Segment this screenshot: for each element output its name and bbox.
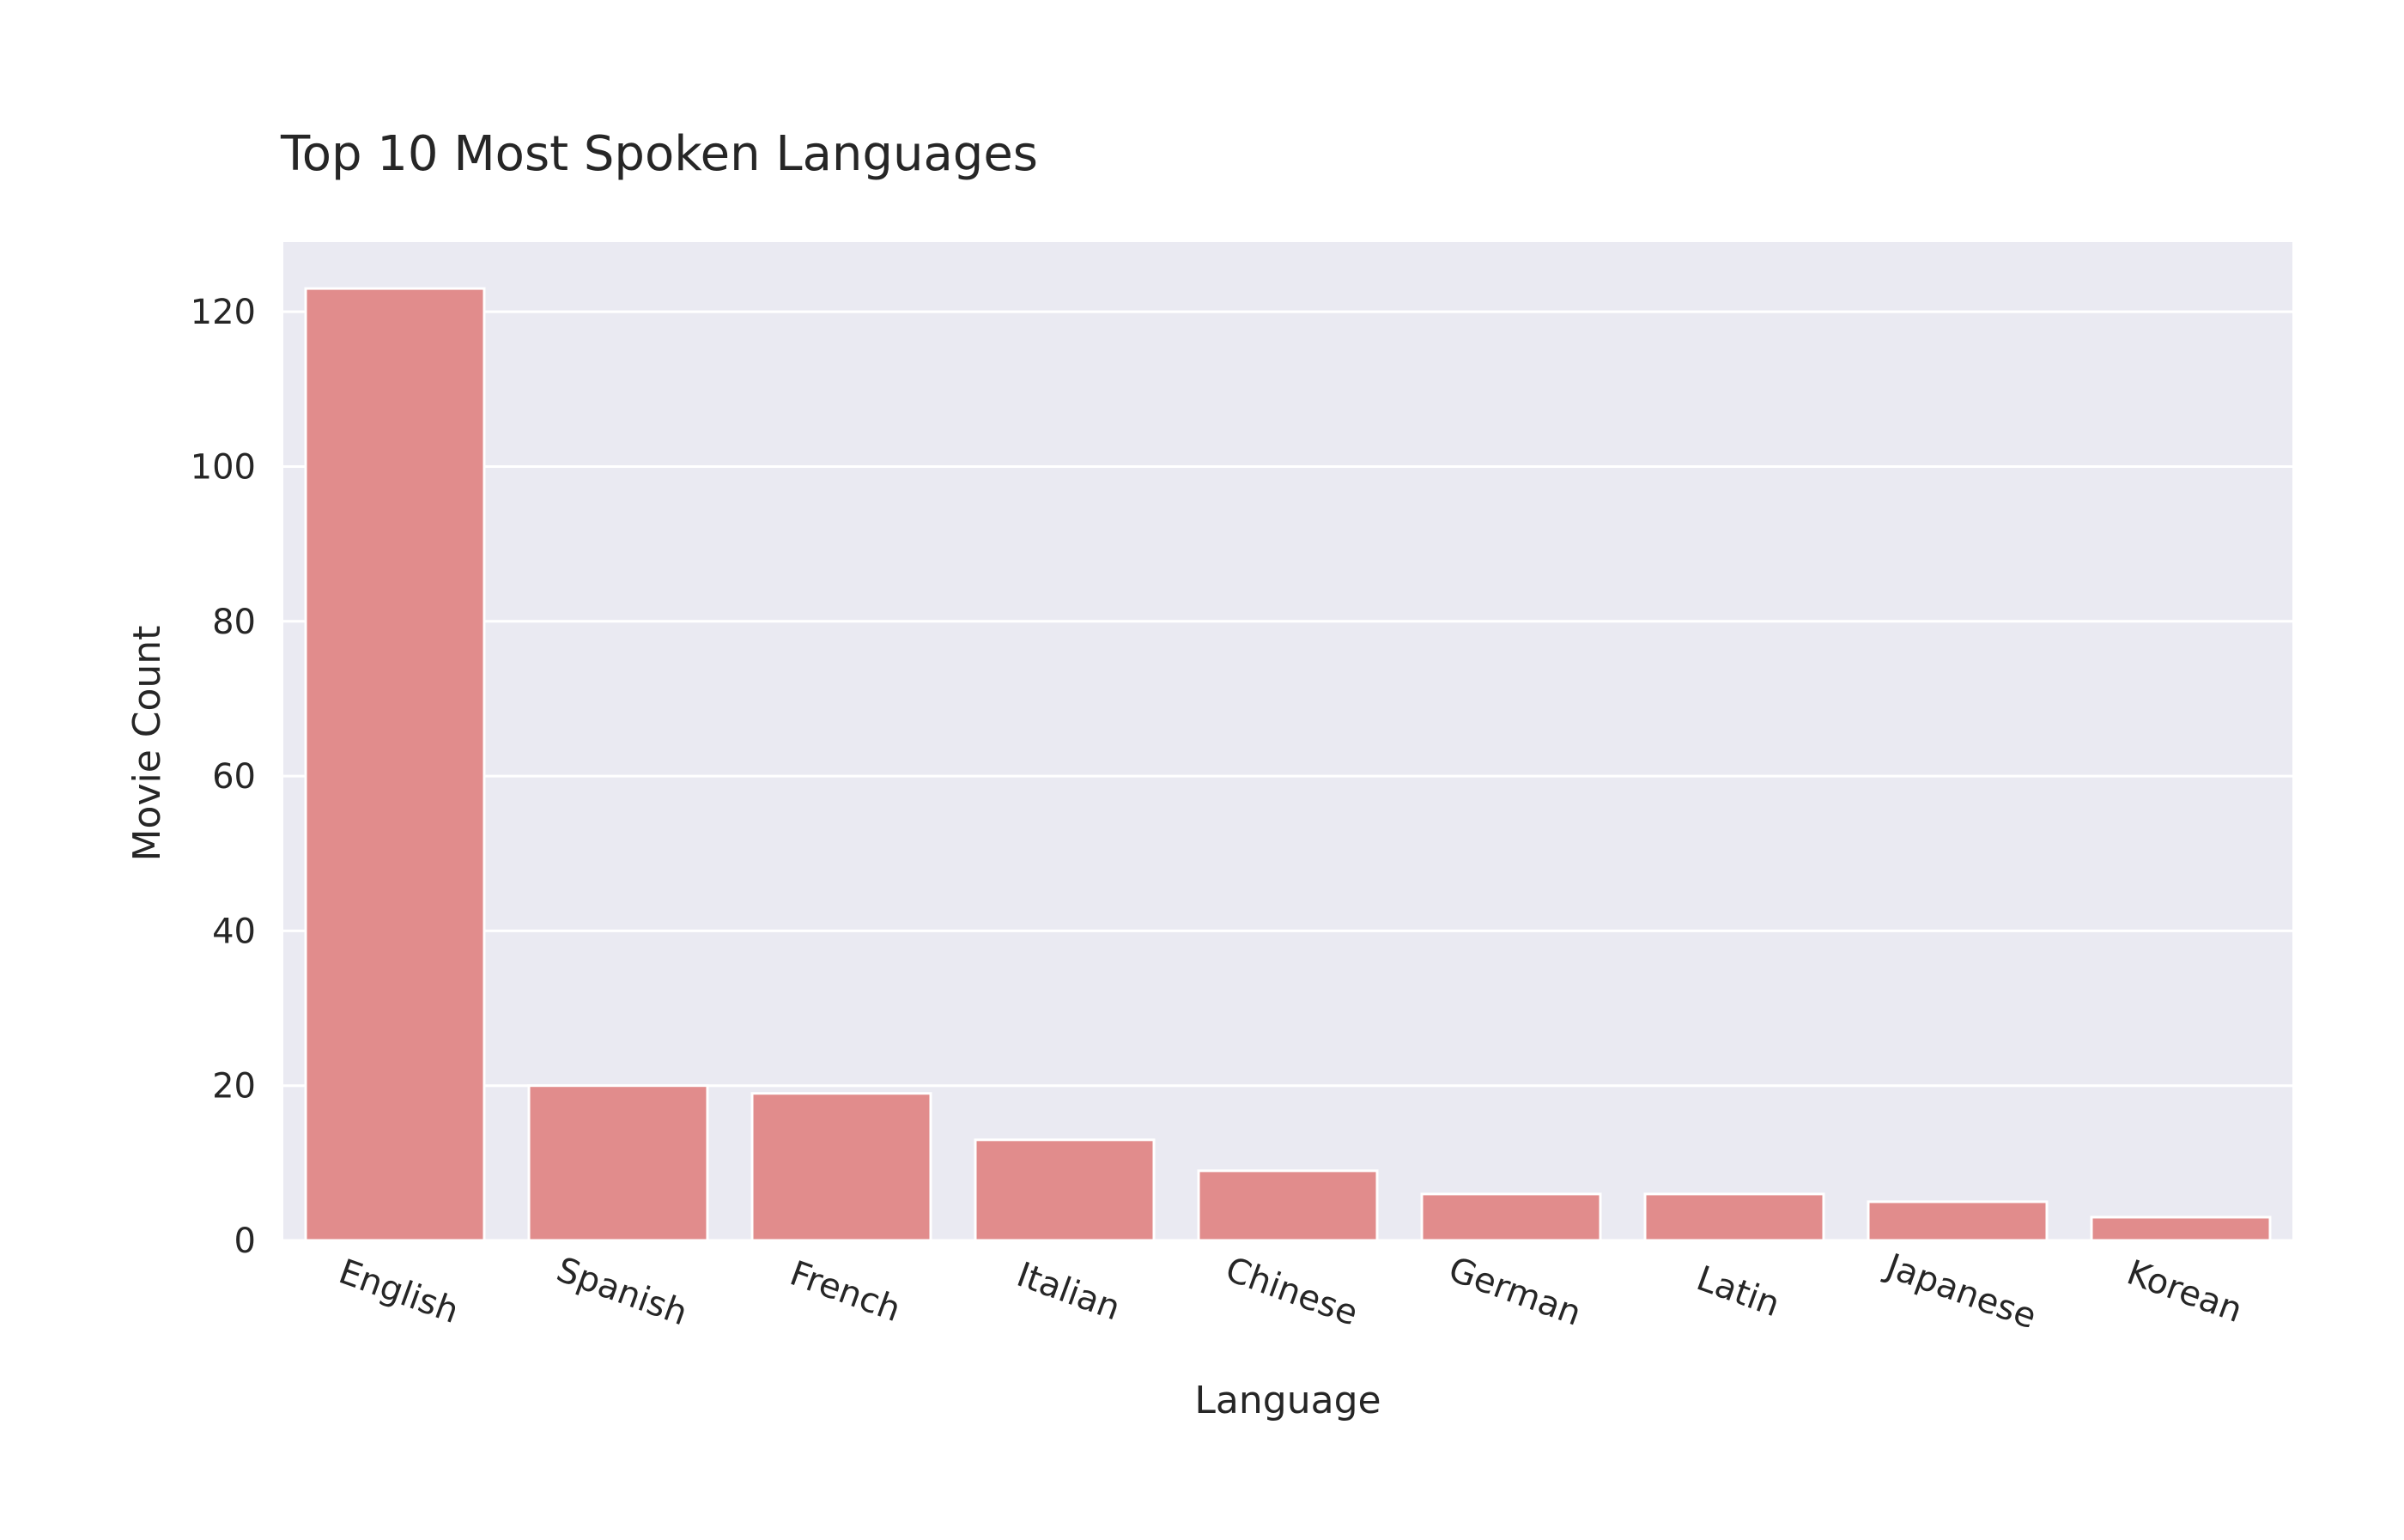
bar-japanese xyxy=(1867,1200,2049,1242)
y-tick-label: 40 xyxy=(212,912,256,951)
x-tick-label-italian: Italian xyxy=(1011,1255,1125,1329)
x-tick-label-japanese: Japanese xyxy=(1879,1246,2041,1337)
y-axis-label: Movie Count xyxy=(125,626,169,862)
bar-english xyxy=(304,287,486,1242)
bar-korean xyxy=(2090,1216,2272,1242)
bar-french xyxy=(750,1092,932,1242)
y-tick-label: 80 xyxy=(212,603,256,642)
chart-title: Top 10 Most Spoken Languages xyxy=(280,126,1038,182)
bar-spanish xyxy=(527,1084,709,1242)
x-tick-label-spanish: Spanish xyxy=(551,1250,692,1333)
x-tick-label-chinese: Chinese xyxy=(1220,1250,1363,1334)
bar-latin xyxy=(1643,1192,1825,1242)
y-axis-ticks: 0 20 40 60 80 100 120 xyxy=(191,293,256,1261)
bar-chinese xyxy=(1197,1169,1379,1242)
plot-area xyxy=(283,242,2292,1240)
y-tick-label: 20 xyxy=(212,1067,256,1106)
bars xyxy=(304,287,2272,1242)
y-tick-label: 0 xyxy=(234,1222,256,1261)
x-tick-label-english: English xyxy=(334,1252,464,1331)
x-axis-ticks: English Spanish French Italian Chinese German… xyxy=(334,1246,2248,1337)
x-tick-label-latin: Latin xyxy=(1691,1258,1785,1325)
bar-german xyxy=(1420,1192,1602,1242)
y-tick-label: 60 xyxy=(212,757,256,797)
bar-italian xyxy=(974,1138,1156,1242)
x-tick-label-french: French xyxy=(785,1253,906,1330)
x-tick-label-german: German xyxy=(1443,1250,1586,1334)
x-axis-label: Language xyxy=(1194,1379,1381,1422)
x-tick-label-korean: Korean xyxy=(2122,1252,2247,1331)
y-tick-label: 120 xyxy=(191,293,256,332)
y-tick-label: 100 xyxy=(191,447,256,487)
